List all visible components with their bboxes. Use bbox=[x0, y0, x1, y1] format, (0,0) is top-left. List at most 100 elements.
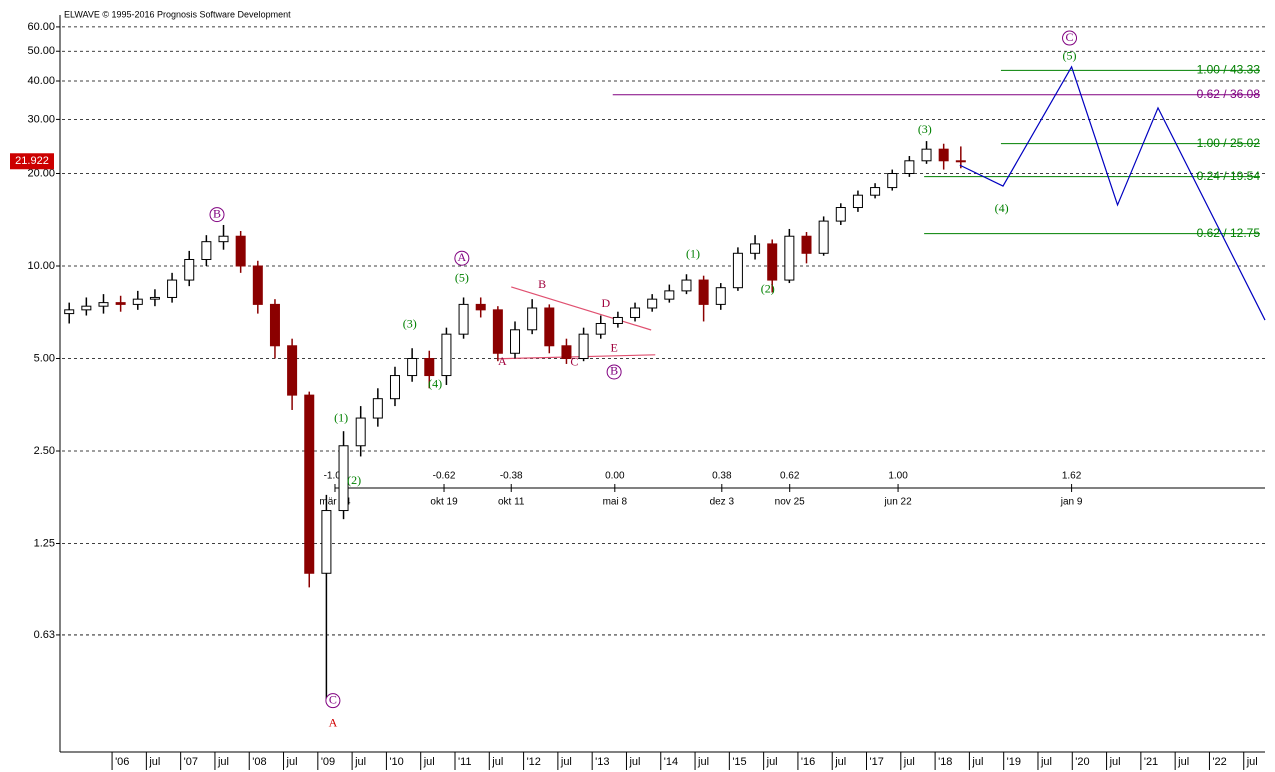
wave-label: (4) bbox=[995, 201, 1009, 215]
fib-level-label: 1.00 / 25.02 bbox=[1197, 136, 1261, 150]
y-tick-label: 40.00 bbox=[27, 75, 55, 87]
wave-label: C bbox=[570, 355, 578, 369]
x-tick-label: jul bbox=[971, 756, 983, 768]
candle-body bbox=[544, 307, 555, 347]
x-tick-label: '07 bbox=[184, 756, 198, 768]
fib-level-label: 1.00 / 43.33 bbox=[1197, 63, 1261, 77]
y-tick-label: 5.00 bbox=[34, 352, 55, 364]
candle-body bbox=[475, 303, 486, 311]
candle-body bbox=[201, 241, 212, 260]
candle-body bbox=[98, 302, 109, 307]
time-ratio-label: 0.00 bbox=[605, 471, 625, 482]
x-tick-label: '08 bbox=[252, 756, 266, 768]
last-price-label: 21.922 bbox=[15, 155, 49, 167]
candle-body bbox=[887, 173, 898, 189]
x-tick-label: jul bbox=[1246, 756, 1258, 768]
time-ratio-label: 0.38 bbox=[712, 471, 732, 482]
x-tick-label: '18 bbox=[938, 756, 952, 768]
candle-body bbox=[81, 305, 92, 311]
y-tick-label: 10.00 bbox=[27, 260, 55, 272]
wave-label: (1) bbox=[334, 411, 348, 425]
candle-body bbox=[938, 148, 949, 162]
wave-label: (5) bbox=[455, 271, 469, 285]
x-tick-label: '13 bbox=[595, 756, 609, 768]
annotation-circle bbox=[606, 364, 622, 380]
time-ratio-label: 1.62 bbox=[1062, 471, 1082, 482]
candle-body bbox=[750, 243, 761, 254]
x-tick-label: jul bbox=[1109, 756, 1121, 768]
x-tick-label: jul bbox=[834, 756, 846, 768]
candle-body bbox=[64, 309, 75, 315]
projection-line bbox=[959, 65, 1266, 321]
wave-label: C bbox=[329, 692, 337, 706]
x-tick-label: jul bbox=[1177, 756, 1189, 768]
x-tick-label: '12 bbox=[527, 756, 541, 768]
x-tick-label: '14 bbox=[664, 756, 678, 768]
candle-body bbox=[904, 160, 915, 175]
candle-body bbox=[441, 333, 452, 377]
fib-level-label: 0.62 / 36.08 bbox=[1197, 87, 1261, 101]
time-ratio-date: okt 11 bbox=[498, 497, 525, 508]
wave-label: (2) bbox=[761, 282, 775, 296]
wave-label: E bbox=[610, 341, 617, 355]
x-tick-label: jul bbox=[491, 756, 503, 768]
time-ratio-date: mai 8 bbox=[603, 497, 628, 508]
x-tick-label: '10 bbox=[389, 756, 403, 768]
triangle-line bbox=[511, 286, 652, 331]
fib-level-label: 0.24 / 19.54 bbox=[1197, 169, 1261, 183]
candle-body bbox=[784, 235, 795, 281]
time-ratio-date: jan 9 bbox=[1060, 497, 1083, 508]
candle-body bbox=[389, 375, 400, 400]
candle-body bbox=[561, 345, 572, 359]
candle-body bbox=[372, 398, 383, 419]
wave-label: A bbox=[458, 250, 467, 264]
x-tick-label: jul bbox=[766, 756, 778, 768]
x-tick-label: '21 bbox=[1144, 756, 1158, 768]
candle-body bbox=[492, 309, 503, 354]
candle-body bbox=[767, 243, 778, 281]
x-tick-label: '09 bbox=[321, 756, 335, 768]
x-tick-label: '19 bbox=[1007, 756, 1021, 768]
wave-label: B bbox=[538, 277, 546, 291]
x-tick-label: jul bbox=[1040, 756, 1052, 768]
fib-level-label: 0.62 / 12.75 bbox=[1197, 226, 1261, 240]
time-ratio-date: jun 22 bbox=[883, 497, 912, 508]
annotation-circle bbox=[325, 693, 341, 709]
candle-body bbox=[115, 302, 126, 305]
y-tick-label: 2.50 bbox=[34, 445, 55, 457]
candle-body bbox=[321, 510, 332, 574]
time-ratio-label: -0.62 bbox=[433, 471, 456, 482]
candle-body bbox=[732, 252, 743, 289]
candle-body bbox=[612, 316, 623, 324]
candle-body bbox=[921, 148, 932, 162]
x-tick-label: '16 bbox=[801, 756, 815, 768]
x-tick-label: '20 bbox=[1075, 756, 1089, 768]
candle-body bbox=[870, 187, 881, 196]
annotation-circle bbox=[454, 250, 470, 266]
candle-body bbox=[167, 279, 178, 298]
wave-label: C bbox=[1066, 30, 1074, 44]
y-tick-label: 30.00 bbox=[27, 113, 55, 125]
candle-body bbox=[801, 235, 812, 254]
x-tick-label: '06 bbox=[115, 756, 129, 768]
wave-label: D bbox=[602, 296, 611, 310]
wave-label: B bbox=[610, 364, 618, 378]
candle-body bbox=[715, 287, 726, 305]
time-ratio-date: nov 25 bbox=[775, 497, 805, 508]
candle-body bbox=[578, 333, 589, 359]
candle-body bbox=[269, 303, 280, 347]
y-tick-label: 60.00 bbox=[27, 21, 55, 33]
y-tick-label: 50.00 bbox=[27, 45, 55, 57]
wave-label: (2) bbox=[347, 473, 361, 487]
candle-body bbox=[235, 235, 246, 267]
candle-body bbox=[698, 279, 709, 305]
triangle-line bbox=[496, 354, 656, 360]
x-tick-label: '17 bbox=[870, 756, 884, 768]
wave-label: (3) bbox=[403, 317, 417, 331]
candle-body bbox=[527, 307, 538, 331]
x-tick-label: jul bbox=[560, 756, 572, 768]
annotation-circle bbox=[1062, 30, 1078, 46]
candle-body bbox=[595, 322, 606, 335]
